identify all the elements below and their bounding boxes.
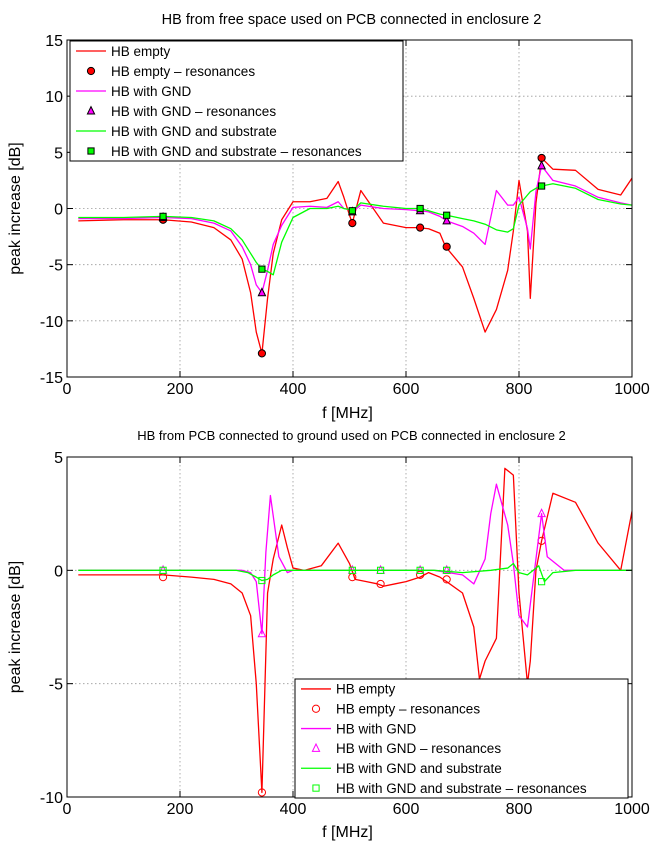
y-tick-label: -15 bbox=[40, 370, 63, 387]
series-hb-with-gnd-and-substrate-resonances-point bbox=[443, 211, 451, 219]
legend-label: HB with GND and substrate bbox=[336, 761, 502, 776]
chart-2: 0 200 400 600 800 1000 -10 -5 0 5 HB from PCB conn… bbox=[7, 428, 650, 841]
series-hb-with-gnd-and-substrate-resonances-point bbox=[538, 182, 546, 190]
x-tick-label: 0 bbox=[63, 381, 72, 398]
chart-title: HB from free space used on PCB connected… bbox=[162, 12, 542, 28]
series-hb-with-gnd-and-substrate-resonances-point bbox=[348, 207, 356, 215]
legend-item: HB empty – resonances bbox=[86, 64, 255, 79]
y-tick-label: 0 bbox=[54, 202, 63, 219]
x-axis-label: f [MHz] bbox=[322, 824, 373, 841]
series-hb-empty-line bbox=[78, 157, 632, 355]
x-tick-label: 800 bbox=[506, 381, 533, 398]
x-tick-label: 200 bbox=[167, 381, 194, 398]
legend-box bbox=[294, 678, 629, 799]
series-hb-with-gnd-and-substrate-resonances-point bbox=[348, 566, 356, 574]
x-tick-label: 200 bbox=[167, 801, 194, 818]
series-hb-with-gnd-and-substrate-resonances-point bbox=[376, 566, 385, 574]
series-hb-with-gnd-and-substrate-line bbox=[78, 183, 632, 276]
legend-label: HB empty bbox=[336, 682, 396, 697]
legend-label: HB with GND – resonances bbox=[111, 104, 276, 119]
series-hb-with-gnd-and-substrate-resonances-point bbox=[258, 265, 266, 273]
y-tick-label: -5 bbox=[49, 258, 63, 275]
series-hb-empty-resonances-point bbox=[257, 788, 267, 797]
x-tick-label: 400 bbox=[280, 381, 307, 398]
legend-item: HB with GND – resonances bbox=[86, 104, 276, 119]
series-hb-empty-resonances-point bbox=[416, 570, 425, 579]
series-group bbox=[78, 153, 632, 358]
series-hb-empty-resonances-point bbox=[376, 579, 385, 589]
legend-item: HB with GND bbox=[301, 721, 417, 736]
legend-box bbox=[69, 40, 404, 162]
legend-label: HB with GND bbox=[336, 721, 417, 736]
legend-marker-swatch bbox=[311, 742, 321, 752]
series-hb-with-gnd-and-substrate-resonances-point bbox=[443, 566, 451, 574]
series-hb-empty-resonances-point bbox=[416, 223, 425, 232]
y-axis-label: peak increase [dB] bbox=[7, 561, 24, 694]
series-hb-with-gnd-and-substrate-resonances-point bbox=[258, 576, 266, 585]
x-tick-label: 0 bbox=[63, 801, 72, 818]
y-axis-label: peak increase [dB] bbox=[7, 142, 24, 275]
series-group bbox=[78, 467, 632, 797]
legend: HB empty HB empty – resonances HB with GND… bbox=[294, 678, 629, 799]
x-tick-label: 400 bbox=[280, 801, 307, 818]
series-hb-with-gnd-and-substrate-resonances-point bbox=[538, 578, 546, 586]
x-tick-label: 1000 bbox=[614, 381, 650, 398]
x-tick-label: 800 bbox=[506, 801, 533, 818]
series-hb-with-gnd-line bbox=[78, 165, 632, 294]
legend-label: HB empty – resonances bbox=[111, 64, 255, 79]
legend-marker-swatch bbox=[312, 784, 320, 792]
legend-item: HB with GND – resonances bbox=[311, 741, 501, 756]
series-hb-with-gnd-and-substrate-resonances-point bbox=[416, 204, 424, 213]
legend-label: HB with GND – resonances bbox=[336, 741, 501, 756]
series-hb-empty-resonances-point bbox=[442, 575, 451, 584]
series-hb-with-gnd-and-substrate-resonances-point bbox=[416, 566, 424, 574]
series-hb-empty-resonances-point bbox=[257, 349, 267, 358]
x-axis-label: f [MHz] bbox=[322, 405, 373, 422]
series-hb-with-gnd-and-substrate-resonances-point bbox=[159, 566, 167, 574]
y-tick-label: -10 bbox=[40, 790, 63, 807]
series-hb-empty-resonances-point bbox=[348, 219, 357, 228]
series-hb-with-gnd-and-substrate-resonances-point bbox=[159, 212, 167, 220]
chart-1: 0 200 400 600 800 1000 -15 -10 -5 0 5 10 15 HB from f… bbox=[7, 12, 650, 422]
legend-label: HB with GND bbox=[111, 84, 192, 99]
legend-marker-swatch bbox=[311, 704, 321, 713]
legend-label: HB empty – resonances bbox=[336, 702, 480, 717]
legend-label: HB empty bbox=[111, 44, 171, 59]
series-hb-empty-resonances-point bbox=[442, 242, 451, 251]
series-hb-with-gnd-resonances-point bbox=[257, 287, 267, 297]
legend-marker-swatch bbox=[86, 105, 96, 115]
legend: HB empty HB empty – resonances HB with GND… bbox=[69, 40, 404, 162]
x-tick-label: 600 bbox=[393, 381, 420, 398]
y-tick-label: 10 bbox=[45, 89, 63, 106]
legend-item: HB empty bbox=[76, 44, 171, 59]
series-hb-empty-line bbox=[78, 467, 632, 794]
chart-title: HB from PCB connected to ground used on … bbox=[137, 428, 566, 443]
legend-item: HB with GND and substrate – resonances bbox=[312, 781, 587, 796]
legend-item: HB empty bbox=[301, 682, 396, 697]
legend-item: HB with GND and substrate bbox=[301, 761, 502, 776]
legend-item: HB empty – resonances bbox=[311, 702, 480, 717]
legend-marker-swatch bbox=[87, 147, 95, 155]
y-tick-label: -5 bbox=[49, 677, 63, 694]
x-tick-label: 1000 bbox=[614, 801, 650, 818]
series-hb-with-gnd-resonances-point bbox=[537, 508, 546, 518]
y-tick-label: 15 bbox=[45, 33, 63, 50]
legend-label: HB with GND and substrate – resonances bbox=[111, 144, 362, 159]
series-hb-with-gnd-resonances-point bbox=[442, 215, 452, 225]
y-tick-label: 5 bbox=[54, 145, 63, 162]
x-tick-label: 600 bbox=[393, 801, 420, 818]
legend-item: HB with GND and substrate – resonances bbox=[87, 144, 362, 159]
series-hb-with-gnd-resonances-point bbox=[257, 628, 267, 638]
legend-label: HB with GND and substrate bbox=[111, 124, 277, 139]
legend-label: HB with GND and substrate – resonances bbox=[336, 781, 587, 796]
y-tick-label: 5 bbox=[54, 450, 63, 467]
y-tick-label: -10 bbox=[40, 314, 63, 331]
legend-marker-swatch bbox=[86, 66, 96, 76]
y-tick-label: 0 bbox=[54, 563, 63, 580]
legend-item: HB with GND bbox=[76, 84, 192, 99]
legend-item: HB with GND and substrate bbox=[76, 124, 277, 139]
series-hb-with-gnd-resonances-point bbox=[537, 160, 546, 170]
